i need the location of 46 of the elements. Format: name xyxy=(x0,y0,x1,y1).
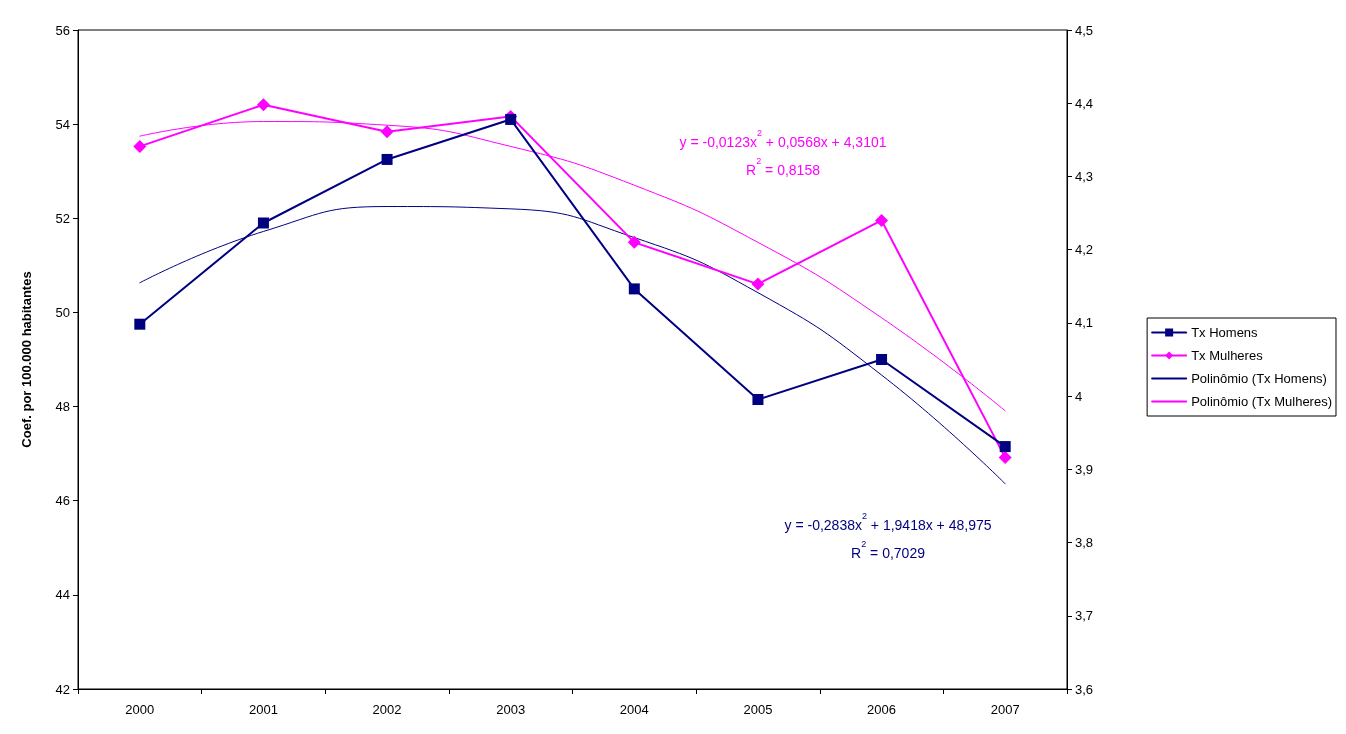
y2-tick-label: 3,8 xyxy=(1075,535,1094,551)
legend-label: Tx Mulheres xyxy=(1191,348,1264,363)
y2-tick-label: 4,2 xyxy=(1075,242,1094,258)
point xyxy=(256,98,270,112)
point xyxy=(257,217,269,229)
y-tick-label: 44 xyxy=(55,587,70,603)
x-tick-label: 2002 xyxy=(372,702,402,717)
y-tick-label: 54 xyxy=(55,116,70,132)
x-tick-label: 2006 xyxy=(867,702,897,717)
y-tick-label: 48 xyxy=(55,399,70,415)
point xyxy=(134,318,146,330)
y2-tick-label: 3,7 xyxy=(1075,608,1094,624)
point xyxy=(380,125,394,139)
point xyxy=(876,354,888,365)
point xyxy=(505,113,517,125)
y2-tick-label: 4,1 xyxy=(1075,315,1094,331)
y-tick-label: 42 xyxy=(55,681,70,697)
x-tick-label: 2001 xyxy=(248,702,278,717)
x-tick-label: 2003 xyxy=(496,702,526,717)
x-tick-label: 2000 xyxy=(125,702,155,717)
y-axis-title: Coef. por 100.000 habitantes xyxy=(19,271,34,448)
point xyxy=(628,283,640,295)
point xyxy=(627,235,641,249)
point xyxy=(875,213,889,227)
y2-tick-label: 4,3 xyxy=(1075,168,1094,184)
y2-tick-label: 4,5 xyxy=(1075,22,1094,38)
y-tick-label: 52 xyxy=(55,210,70,226)
y-tick-label: 46 xyxy=(55,493,70,509)
point xyxy=(381,153,393,165)
point xyxy=(133,139,147,153)
y2-tick-label: 3,6 xyxy=(1075,681,1094,697)
legend-label: Tx Homens xyxy=(1191,325,1259,340)
y2-tick-label: 4,4 xyxy=(1075,95,1094,111)
x-tick-label: 2007 xyxy=(990,702,1020,717)
y-tick-label: 56 xyxy=(55,22,70,38)
x-tick-label: 2004 xyxy=(619,702,649,717)
y2-tick-label: 3,9 xyxy=(1075,461,1094,477)
point xyxy=(752,394,764,406)
x-tick-label: 2005 xyxy=(743,702,773,717)
point xyxy=(998,451,1012,465)
point xyxy=(751,277,765,291)
point xyxy=(999,441,1011,453)
y-tick-label: 50 xyxy=(55,304,70,320)
legend-label: Polinômio (Tx Mulheres) xyxy=(1191,394,1332,409)
legend-label: Polinômio (Tx Homens) xyxy=(1191,371,1327,386)
y2-tick-label: 4 xyxy=(1075,388,1083,404)
